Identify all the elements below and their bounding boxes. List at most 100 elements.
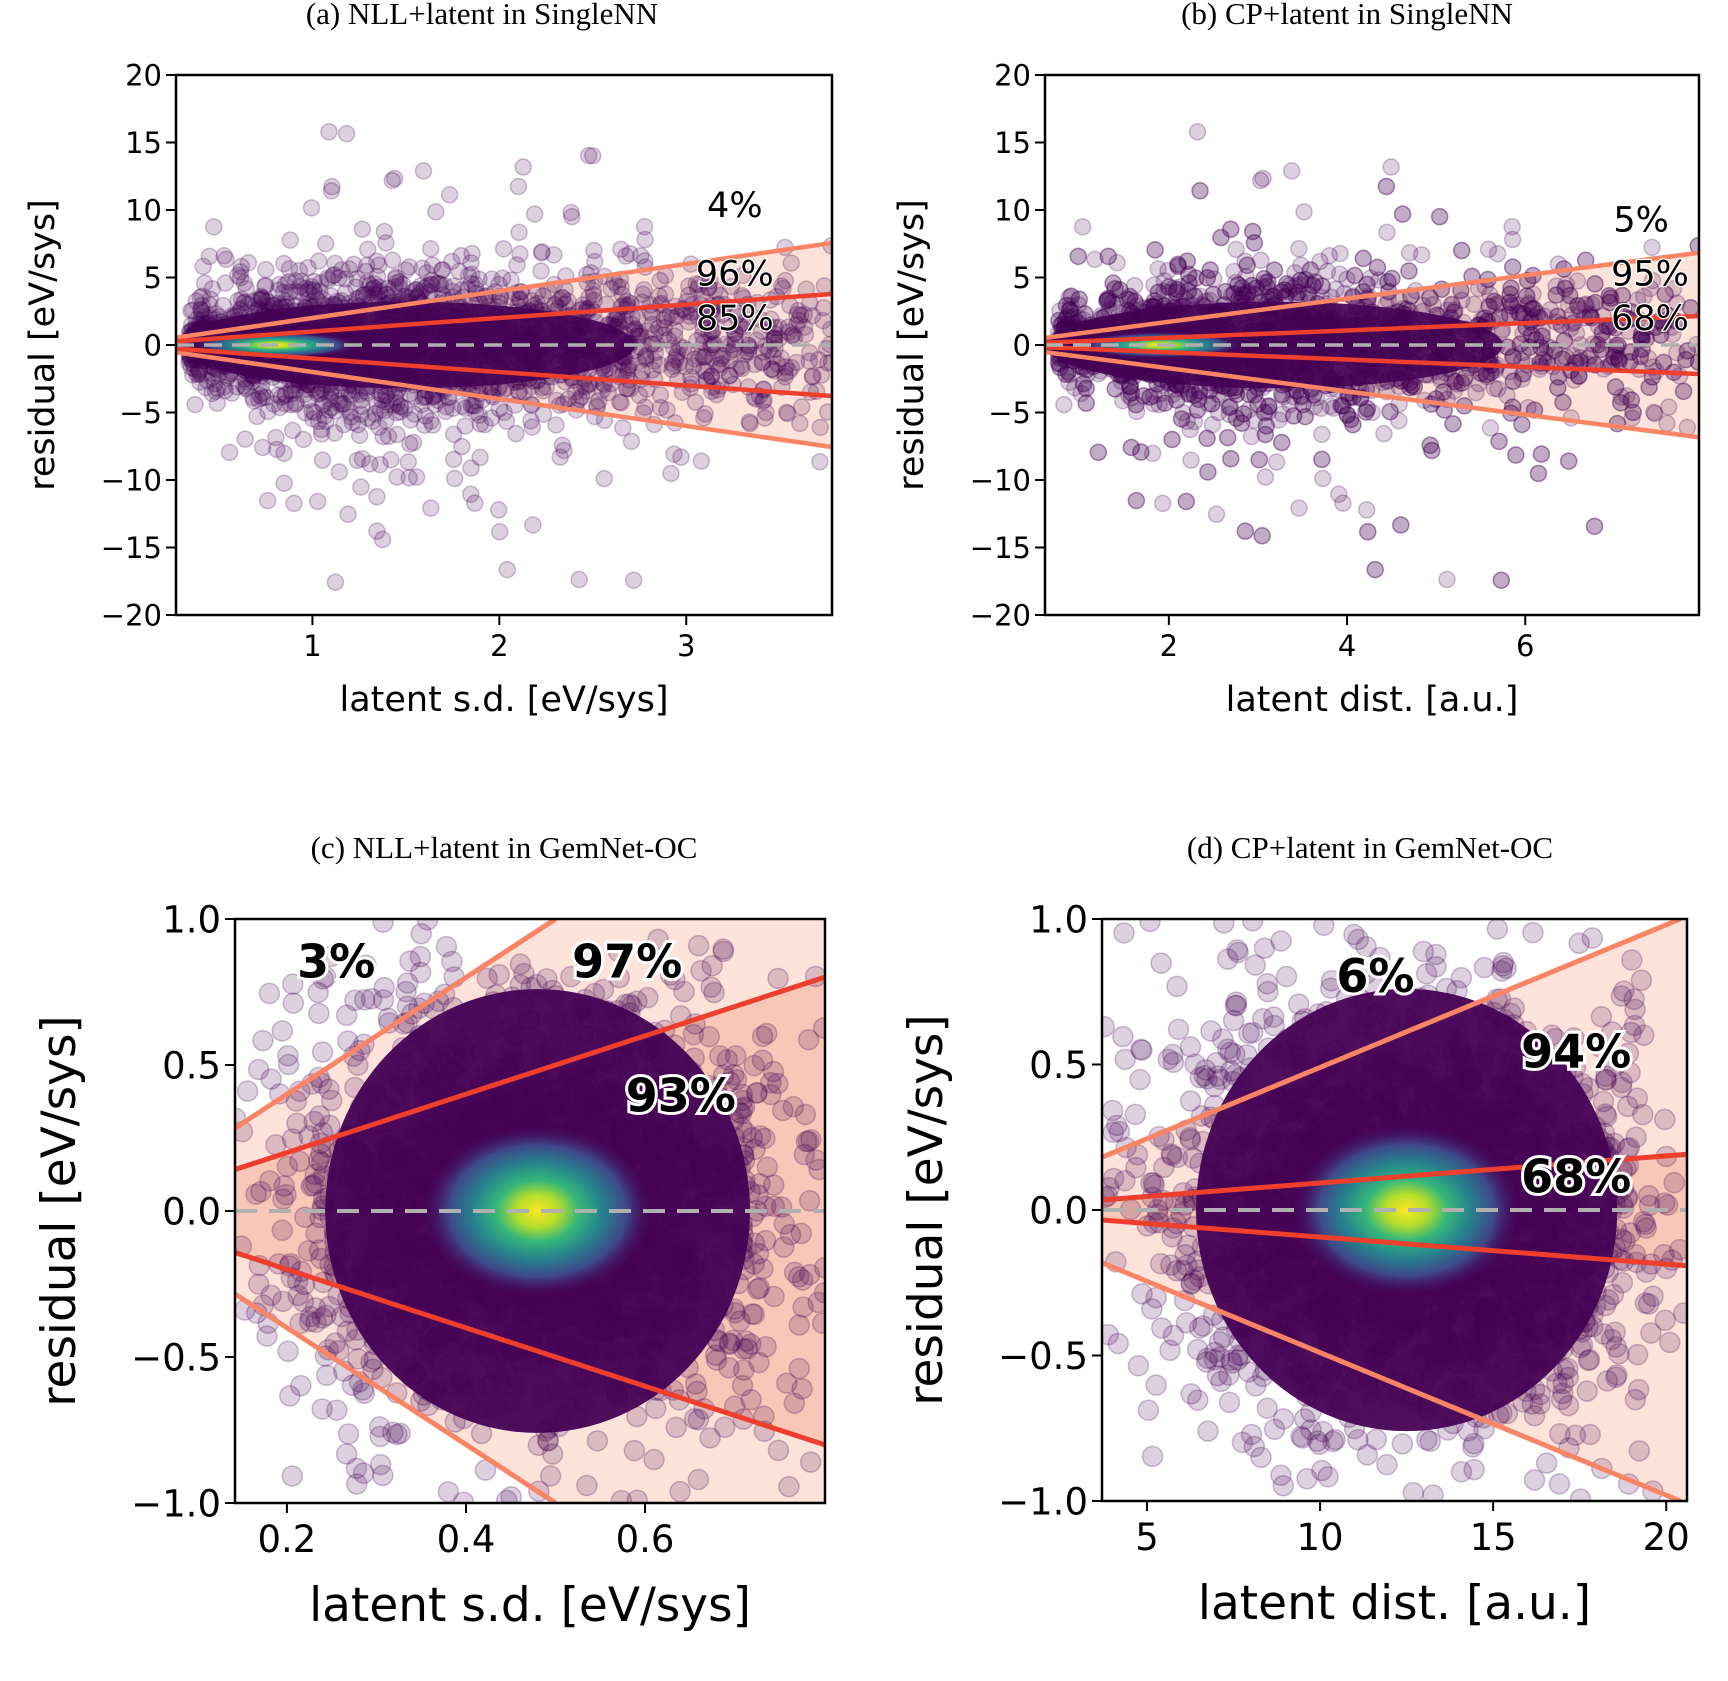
scatter-point <box>342 408 360 426</box>
scatter-point <box>1674 382 1693 401</box>
scatter-point <box>523 418 542 436</box>
scatter-point <box>532 262 550 280</box>
scatter-point <box>276 386 294 405</box>
scatter-point <box>668 344 687 362</box>
scatter-point <box>553 436 572 454</box>
scatter-point <box>385 169 404 188</box>
scatter-point <box>364 278 383 297</box>
scatter-point <box>720 367 739 385</box>
scatter-point <box>726 324 744 343</box>
scatter-point <box>551 448 569 466</box>
scatter-point <box>1218 428 1237 447</box>
scatter-point <box>779 323 798 341</box>
scatter-point <box>436 276 454 295</box>
scatter-point <box>1444 415 1462 433</box>
scatter-point <box>768 355 787 373</box>
scatter-point <box>1185 287 1204 305</box>
scatter-point <box>803 307 822 325</box>
scatter-point <box>710 359 729 378</box>
scatter-point <box>192 301 210 319</box>
scatter-point <box>363 281 382 299</box>
scatter-point <box>695 348 714 366</box>
scatter-point <box>364 412 382 430</box>
scatter-point <box>1191 182 1209 200</box>
scatter-point <box>336 270 355 288</box>
scatter-point <box>765 330 783 348</box>
scatter-point <box>191 288 209 307</box>
scatter-point <box>650 287 668 305</box>
scatter-point <box>415 416 434 434</box>
scatter-point <box>377 234 395 252</box>
scatter-point <box>1330 485 1348 503</box>
scatter-point <box>183 301 202 320</box>
scatter-point <box>437 397 455 416</box>
scatter-point <box>216 381 234 400</box>
scatter-point <box>253 438 272 457</box>
scatter-point <box>1503 217 1521 236</box>
scatter-point <box>367 252 386 271</box>
scatter-point <box>320 401 338 419</box>
scatter-point <box>1393 205 1412 223</box>
scatter-point <box>787 353 806 372</box>
scatter-point <box>423 416 442 434</box>
scatter-point <box>311 282 329 300</box>
scatter-point <box>368 396 387 414</box>
scatter-point <box>599 383 617 402</box>
scatter-point <box>196 307 214 326</box>
scatter-point <box>810 350 828 369</box>
scatter-point <box>397 261 415 279</box>
scatter-point <box>522 291 540 310</box>
scatter-point <box>1099 247 1118 266</box>
scatter-point <box>370 282 389 301</box>
scatter-point <box>763 360 781 379</box>
scatter-point <box>414 162 433 180</box>
scatter-point <box>619 361 637 379</box>
scatter-point <box>762 360 781 378</box>
scatter-point <box>727 360 746 378</box>
scatter-point <box>1179 265 1198 284</box>
scatter-point <box>712 349 730 368</box>
scatter-point <box>359 409 377 427</box>
scatter-point <box>253 289 271 307</box>
scatter-point <box>1057 365 1075 383</box>
scatter-point <box>368 488 386 506</box>
scatter-point <box>427 203 445 221</box>
scatter-point <box>593 381 612 399</box>
scatter-point <box>198 371 216 390</box>
scatter-point <box>554 289 572 307</box>
scatter-point <box>445 469 464 488</box>
scatter-point <box>217 250 235 269</box>
scatter-point <box>352 391 370 409</box>
scatter-point <box>323 177 341 196</box>
scatter-point <box>282 382 300 400</box>
scatter-point <box>382 450 400 469</box>
scatter-point <box>336 284 355 302</box>
scatter-point <box>633 362 651 381</box>
scatter-point <box>695 306 714 324</box>
scatter-point <box>194 257 212 276</box>
scatter-point <box>746 355 764 374</box>
scatter-point <box>286 282 305 301</box>
scatter-point <box>697 363 715 381</box>
scatter-point <box>658 401 676 419</box>
scatter-point <box>387 403 406 422</box>
scatter-point <box>1182 451 1200 469</box>
scatter-point <box>283 421 302 440</box>
scatter-point <box>703 349 722 367</box>
scatter-point <box>1288 283 1307 301</box>
scatter-point <box>1122 438 1141 457</box>
scatter-point <box>188 365 206 383</box>
scatter-point <box>651 386 670 404</box>
scatter-point <box>336 398 355 417</box>
x-axis-label: latent s.d. [eV/sys] <box>339 680 668 720</box>
scatter-point <box>197 378 215 397</box>
scatter-point <box>655 311 673 329</box>
scatter-point <box>270 275 289 294</box>
scatter-point <box>308 492 327 511</box>
scatter-point <box>1381 402 1399 421</box>
scatter-point <box>1222 450 1240 468</box>
scatter-point <box>534 287 552 305</box>
scatter-point <box>612 240 630 259</box>
scatter-point <box>630 324 648 342</box>
